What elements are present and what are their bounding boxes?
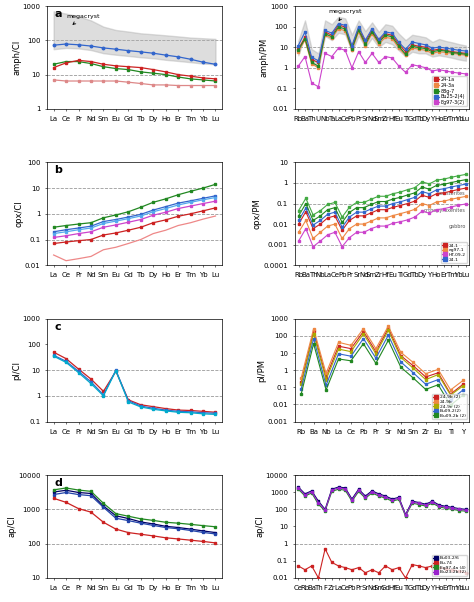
Y-axis label: amph/CI: amph/CI (12, 40, 21, 75)
Text: gabbro: gabbro (448, 224, 466, 229)
Legend: 24-1a, 24-3a, 88g-7, Bu25-2(4), Eg97-3(2): 24-1a, 24-3a, 88g-7, Bu25-2(4), Eg97-3(2… (432, 76, 467, 107)
Y-axis label: amph/PM: amph/PM (260, 38, 269, 77)
Legend: 24-1, eg97-1, HT-09-2, 24-1: 24-1, eg97-1, HT-09-2, 24-1 (441, 242, 467, 263)
Y-axis label: pl/CI: pl/CI (12, 361, 21, 380)
Y-axis label: pl/PM: pl/PM (257, 359, 266, 382)
Y-axis label: opx/CI: opx/CI (14, 200, 23, 227)
Text: orthopyroxenites: orthopyroxenites (424, 208, 466, 213)
Text: d: d (55, 478, 62, 488)
Text: a: a (55, 9, 62, 19)
Y-axis label: opx/PM: opx/PM (253, 199, 262, 229)
Text: websterites: websterites (437, 191, 466, 196)
Text: megacryst: megacryst (66, 14, 100, 25)
Text: b: b (55, 166, 62, 175)
Legend: Bu03-2/6, Bu-74, Eg97-4a (4), Bu23-2b (2): Bu03-2/6, Bu-74, Eg97-4a (4), Bu23-2b (2… (432, 555, 467, 576)
Y-axis label: ap/CI: ap/CI (255, 516, 264, 538)
Y-axis label: ap/CI: ap/CI (8, 516, 17, 538)
Text: c: c (55, 322, 61, 332)
Text: megacryst: megacryst (328, 9, 362, 20)
Legend: 24-9b (2), 24-9b, 24-9c (2), Bu09-2(2), Bu09-2b (2): 24-9b (2), 24-9b, 24-9c (2), Bu09-2(2), … (432, 394, 467, 420)
